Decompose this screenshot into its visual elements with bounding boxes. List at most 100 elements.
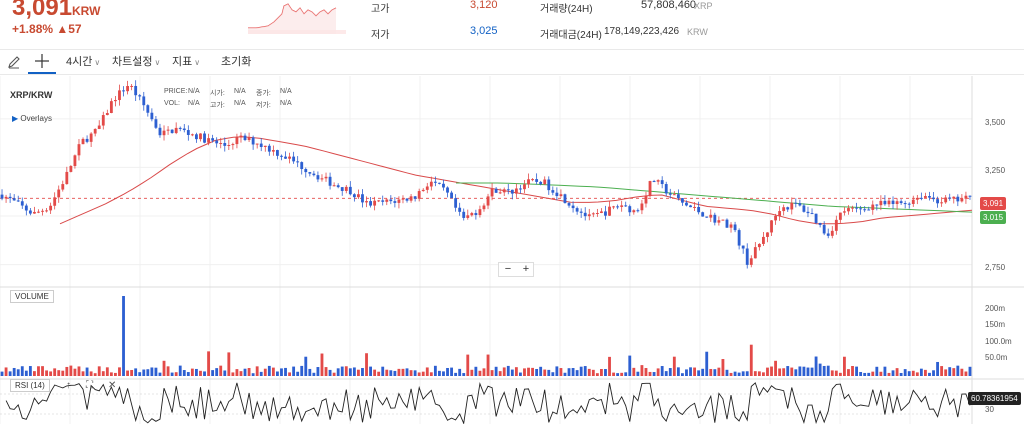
volume-bar — [664, 371, 668, 376]
volume-bar — [211, 370, 215, 376]
volume-bar — [786, 366, 790, 376]
candle-body — [506, 189, 510, 191]
volume-bar — [579, 366, 583, 376]
volume-bar — [563, 372, 567, 376]
candle-body — [729, 224, 733, 228]
volume-bar — [357, 369, 360, 376]
candle-body — [267, 145, 271, 152]
volume-bar — [16, 369, 20, 376]
volume-bar — [65, 366, 69, 376]
candle-body — [28, 210, 32, 214]
candle-body — [433, 181, 437, 183]
amount-24h-value: 178,149,223,426 — [604, 26, 680, 37]
candle-body — [118, 90, 121, 101]
arrow-up-icon[interactable]: ↑ — [66, 380, 71, 391]
close-icon[interactable]: ✕ — [108, 380, 117, 391]
candle-body — [154, 119, 158, 128]
candle-body — [753, 247, 757, 259]
volume-bar — [482, 368, 486, 376]
volume-bar — [24, 370, 28, 376]
reset-button[interactable]: 초기화 — [221, 56, 252, 68]
candle-body — [300, 162, 304, 170]
volume-bar — [778, 368, 782, 376]
volume-bar — [814, 356, 818, 376]
candle-body — [401, 198, 405, 200]
candle-body — [636, 210, 640, 212]
ticker-header: 3,091 KRW +1.88% ▲57 고가 3,120 저가 3,025 거… — [0, 0, 1024, 48]
volume-bar — [539, 366, 543, 376]
volume-bar — [332, 372, 336, 376]
pencil-icon[interactable] — [6, 54, 22, 70]
candle-body — [600, 211, 603, 213]
candle-body — [879, 200, 883, 206]
zoom-out-button[interactable]: − — [504, 263, 512, 275]
candle-body — [393, 201, 397, 203]
volume-bar — [97, 366, 101, 376]
candle-body — [964, 195, 968, 199]
ma-value-badge: 3,015 — [980, 211, 1007, 224]
volume-bar — [753, 371, 757, 376]
volume-bar — [12, 367, 16, 376]
candle-body — [838, 212, 842, 220]
volume-bar — [37, 366, 40, 376]
candle-body — [312, 173, 316, 176]
volume-bar — [235, 369, 239, 376]
candle-body — [895, 201, 899, 205]
candle-body — [790, 202, 794, 210]
candle-body — [547, 179, 551, 191]
zoom-in-button[interactable]: + — [522, 263, 530, 275]
candle-body — [628, 206, 632, 213]
ma-red-line — [59, 136, 973, 225]
candle-body — [490, 188, 494, 197]
candle-body — [20, 201, 24, 206]
volume-bar — [41, 366, 44, 376]
volume-bar — [709, 368, 713, 376]
volume-bar — [766, 367, 769, 376]
volume-bar — [389, 370, 393, 376]
candle-body — [814, 213, 818, 223]
expand-icon[interactable]: ⛶ — [86, 380, 93, 391]
volume-bars — [0, 296, 972, 376]
price-legend-label: PRICE: — [164, 88, 188, 95]
crosshair-tool-active[interactable] — [28, 50, 56, 74]
candle-body — [114, 100, 117, 102]
volume-bar — [20, 366, 24, 376]
candle-body — [693, 206, 696, 208]
candle-body — [227, 145, 231, 147]
interval-dropdown[interactable]: 4시간 ∨ — [66, 54, 100, 71]
volume-bar — [442, 371, 445, 376]
candle-body — [308, 172, 312, 174]
volume-bar — [701, 368, 705, 376]
volume-bar — [429, 372, 433, 376]
volume-bar — [875, 366, 879, 376]
volume-bar — [288, 372, 291, 376]
volume-bar — [741, 371, 745, 376]
candle-body — [952, 196, 956, 199]
volume-bar — [838, 372, 842, 376]
candle-body — [93, 128, 97, 134]
volume-bar — [612, 372, 615, 376]
price-legend-value: N/A — [188, 88, 200, 95]
volume-bar — [195, 368, 198, 376]
candle-body — [672, 194, 676, 196]
zoom-controls: − + — [498, 262, 534, 277]
overlays-toggle[interactable]: ▶ Overlays — [12, 114, 52, 123]
volume-bar — [150, 367, 154, 376]
amount-24h-unit: KRW — [687, 27, 708, 37]
chart-settings-dropdown[interactable]: 차트설정 ∨ — [112, 54, 160, 71]
indicators-dropdown[interactable]: 지표 ∨ — [172, 54, 200, 71]
volume-bar — [717, 367, 721, 376]
candle-body — [215, 140, 219, 144]
volume-bar — [118, 367, 121, 376]
volume-bar — [239, 371, 243, 376]
price-chart-canvas[interactable] — [0, 76, 1024, 424]
vol-tick-150m: 150m — [985, 320, 1006, 329]
candle-body — [757, 243, 761, 248]
volume-bar — [510, 369, 514, 376]
volume-bar — [223, 370, 227, 376]
vol-tick-50m: 50.0m — [985, 353, 1008, 362]
candle-body — [539, 181, 543, 185]
candle-body — [377, 200, 381, 202]
candle-body — [656, 180, 660, 182]
volume-bar — [531, 367, 534, 376]
